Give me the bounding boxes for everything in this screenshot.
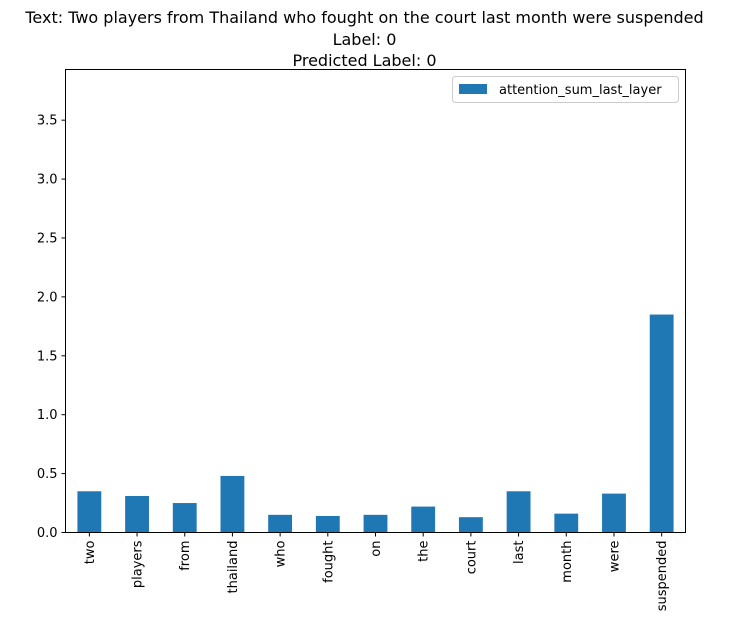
bars-group [77, 314, 674, 533]
x-tick-label-from: from [178, 541, 193, 571]
bar-two [77, 491, 102, 533]
x-tick-label-players: players [131, 540, 146, 588]
bar-month [554, 513, 579, 533]
x-tick-label-fought: fought [321, 541, 336, 583]
y-tick-label: 0.0 [37, 526, 58, 541]
legend-swatch [459, 84, 487, 94]
x-tick-label-two: two [83, 540, 98, 564]
y-tick-label: 0.5 [37, 467, 58, 482]
legend-label: attention_sum_last_layer [499, 83, 662, 98]
bar-the [411, 506, 436, 533]
chart-title-line-2: Label: 0 [332, 30, 397, 49]
bar-from [172, 503, 197, 533]
bar-players [125, 495, 149, 533]
y-tick-label: 3.5 [37, 114, 58, 129]
x-tick-label-who: who [274, 540, 289, 567]
y-tick-label: 2.0 [37, 290, 58, 305]
bar-court [458, 517, 483, 533]
y-tick-label: 2.5 [37, 231, 58, 246]
y-tick-label: 3.0 [37, 173, 58, 188]
chart-title-line-1: Text: Two players from Thailand who foug… [25, 8, 704, 27]
plot-frame [65, 69, 686, 533]
legend: attention_sum_last_layer [452, 76, 679, 103]
chart-title-line-3: Predicted Label: 0 [292, 51, 437, 70]
bar-thailand [220, 475, 245, 533]
bar-on [363, 514, 388, 533]
x-tick-label-month: month [560, 541, 575, 583]
y-tick-label: 1.0 [37, 408, 58, 423]
y-axis: 0.0 0.5 1.0 1.5 2.0 2.5 3.0 3.5 [37, 114, 66, 541]
bar-who [268, 514, 293, 533]
x-tick-label-on: on [369, 541, 384, 557]
x-tick-label-court: court [464, 541, 479, 575]
bar-were [602, 493, 626, 533]
x-tick-label-were: were [607, 540, 622, 572]
x-tick-label-thailand: thailand [226, 541, 241, 594]
bar-suspended [649, 314, 674, 533]
x-tick-label-suspended: suspended [655, 541, 670, 612]
legend-box [452, 76, 679, 103]
bar-fought [315, 516, 340, 533]
x-tick-label-last: last [512, 541, 527, 564]
x-tick-label-the: the [417, 541, 432, 562]
x-axis: two players from thailand who fought on the cour… [83, 532, 670, 612]
bar-last [506, 491, 531, 533]
y-tick-label: 1.5 [37, 349, 58, 364]
